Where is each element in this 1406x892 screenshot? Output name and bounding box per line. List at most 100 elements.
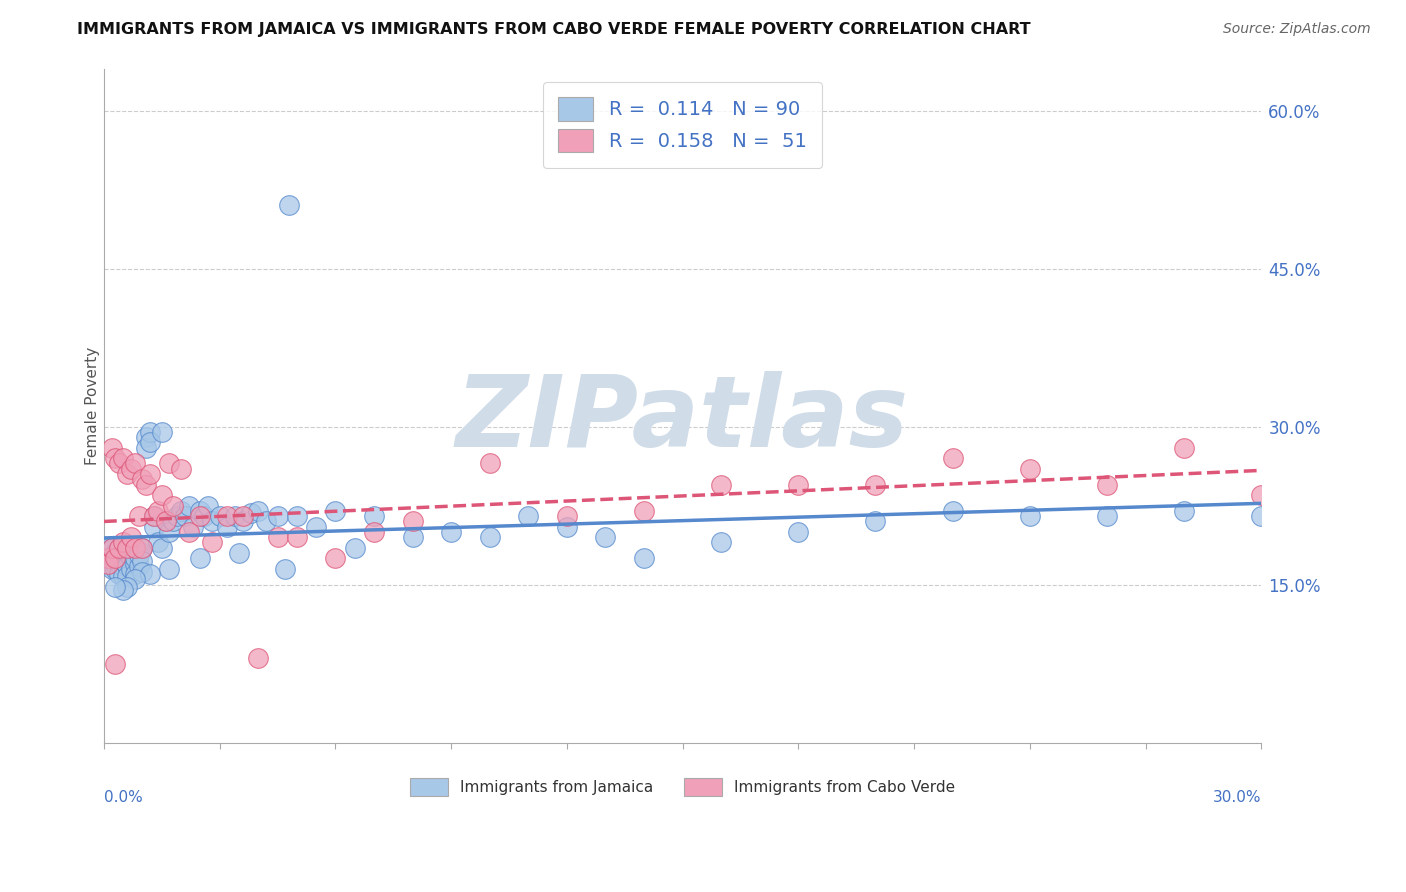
Legend: Immigrants from Jamaica, Immigrants from Cabo Verde: Immigrants from Jamaica, Immigrants from… (404, 772, 962, 802)
Immigrants from Jamaica (170, 504, 193, 518)
Immigrants from Cabo Verde (112, 535, 135, 549)
Immigrants from Cabo Verde (128, 509, 150, 524)
Immigrants from Cabo Verde (217, 509, 239, 524)
Immigrants from Cabo Verde (139, 467, 162, 481)
Immigrants from Jamaica (97, 551, 120, 566)
Immigrants from Jamaica (112, 554, 135, 568)
Immigrants from Jamaica (120, 544, 142, 558)
Immigrants from Jamaica (100, 551, 122, 566)
Immigrants from Cabo Verde (104, 451, 127, 466)
Immigrants from Cabo Verde (143, 509, 166, 524)
Immigrants from Cabo Verde (115, 467, 138, 481)
Immigrants from Jamaica (274, 562, 297, 576)
Immigrants from Jamaica (139, 567, 162, 582)
Immigrants from Cabo Verde (201, 535, 224, 549)
Immigrants from Jamaica (181, 519, 204, 533)
Immigrants from Cabo Verde (100, 541, 122, 555)
Immigrants from Jamaica (146, 535, 169, 549)
Immigrants from Cabo Verde (1250, 488, 1272, 502)
Immigrants from Jamaica (325, 504, 347, 518)
Y-axis label: Female Poverty: Female Poverty (86, 346, 100, 465)
Immigrants from Jamaica (193, 509, 215, 524)
Immigrants from Cabo Verde (112, 451, 135, 466)
Immigrants from Jamaica (112, 569, 135, 583)
Immigrants from Cabo Verde (190, 509, 212, 524)
Immigrants from Jamaica (108, 567, 131, 582)
Immigrants from Jamaica (363, 509, 385, 524)
Immigrants from Jamaica (120, 562, 142, 576)
Immigrants from Cabo Verde (232, 509, 254, 524)
Immigrants from Jamaica (224, 509, 246, 524)
Immigrants from Jamaica (247, 504, 270, 518)
Immigrants from Jamaica (112, 558, 135, 573)
Immigrants from Jamaica (1250, 509, 1272, 524)
Immigrants from Jamaica (104, 580, 127, 594)
Immigrants from Jamaica (104, 546, 127, 560)
Immigrants from Jamaica (131, 554, 153, 568)
Immigrants from Cabo Verde (325, 551, 347, 566)
Text: 30.0%: 30.0% (1213, 789, 1261, 805)
Immigrants from Jamaica (150, 425, 173, 439)
Text: IMMIGRANTS FROM JAMAICA VS IMMIGRANTS FROM CABO VERDE FEMALE POVERTY CORRELATION: IMMIGRANTS FROM JAMAICA VS IMMIGRANTS FR… (77, 22, 1031, 37)
Immigrants from Jamaica (942, 504, 965, 518)
Immigrants from Jamaica (128, 544, 150, 558)
Immigrants from Cabo Verde (710, 477, 733, 491)
Immigrants from Cabo Verde (633, 504, 655, 518)
Immigrants from Jamaica (115, 580, 138, 594)
Immigrants from Jamaica (595, 530, 617, 544)
Immigrants from Jamaica (285, 509, 308, 524)
Text: ZIPatlas: ZIPatlas (456, 370, 910, 467)
Immigrants from Cabo Verde (1018, 461, 1040, 475)
Immigrants from Jamaica (97, 541, 120, 555)
Immigrants from Cabo Verde (108, 457, 131, 471)
Immigrants from Cabo Verde (120, 461, 142, 475)
Immigrants from Jamaica (104, 562, 127, 576)
Immigrants from Jamaica (190, 551, 212, 566)
Immigrants from Jamaica (305, 519, 328, 533)
Immigrants from Cabo Verde (97, 557, 120, 571)
Immigrants from Jamaica (112, 582, 135, 597)
Immigrants from Jamaica (343, 541, 366, 555)
Immigrants from Jamaica (120, 551, 142, 566)
Immigrants from Jamaica (162, 515, 184, 529)
Immigrants from Cabo Verde (115, 541, 138, 555)
Immigrants from Jamaica (440, 524, 463, 539)
Immigrants from Jamaica (228, 546, 250, 560)
Immigrants from Jamaica (710, 535, 733, 549)
Immigrants from Jamaica (128, 548, 150, 562)
Immigrants from Jamaica (143, 509, 166, 524)
Immigrants from Jamaica (201, 515, 224, 529)
Immigrants from Cabo Verde (478, 457, 501, 471)
Immigrants from Cabo Verde (170, 461, 193, 475)
Immigrants from Jamaica (150, 541, 173, 555)
Immigrants from Jamaica (128, 558, 150, 573)
Immigrants from Cabo Verde (104, 551, 127, 566)
Immigrants from Jamaica (159, 562, 181, 576)
Immigrants from Jamaica (115, 569, 138, 583)
Immigrants from Cabo Verde (104, 657, 127, 671)
Immigrants from Cabo Verde (401, 515, 423, 529)
Immigrants from Jamaica (517, 509, 540, 524)
Immigrants from Jamaica (239, 506, 262, 520)
Immigrants from Jamaica (266, 509, 288, 524)
Immigrants from Jamaica (401, 530, 423, 544)
Immigrants from Jamaica (115, 558, 138, 573)
Immigrants from Cabo Verde (1095, 477, 1118, 491)
Immigrants from Cabo Verde (124, 457, 146, 471)
Immigrants from Jamaica (232, 515, 254, 529)
Immigrants from Jamaica (143, 519, 166, 533)
Immigrants from Jamaica (108, 557, 131, 571)
Immigrants from Jamaica (278, 198, 301, 212)
Immigrants from Jamaica (217, 519, 239, 533)
Immigrants from Jamaica (124, 572, 146, 586)
Immigrants from Jamaica (104, 557, 127, 571)
Immigrants from Cabo Verde (135, 477, 157, 491)
Immigrants from Jamaica (787, 524, 810, 539)
Immigrants from Cabo Verde (865, 477, 887, 491)
Immigrants from Cabo Verde (120, 530, 142, 544)
Immigrants from Cabo Verde (159, 457, 181, 471)
Immigrants from Jamaica (633, 551, 655, 566)
Immigrants from Cabo Verde (266, 530, 288, 544)
Immigrants from Jamaica (865, 515, 887, 529)
Immigrants from Cabo Verde (146, 504, 169, 518)
